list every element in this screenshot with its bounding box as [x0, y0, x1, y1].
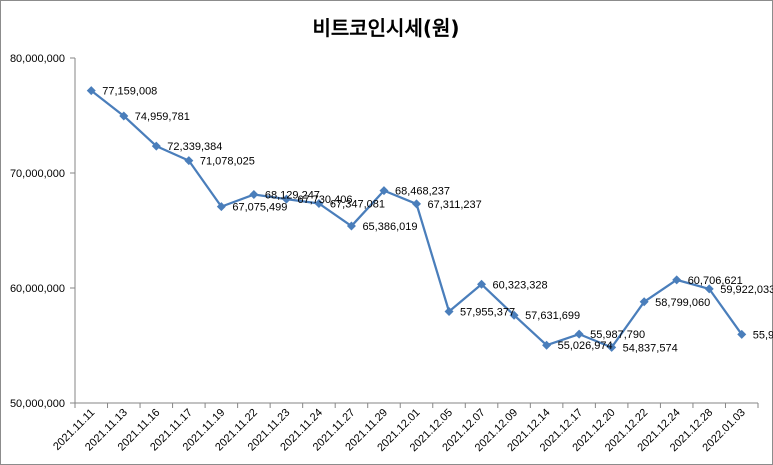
data-point-marker: [412, 199, 421, 209]
data-point-marker: [509, 310, 519, 320]
data-label: 68,468,237: [395, 186, 450, 198]
data-label: 55,026,974: [558, 340, 613, 352]
y-tick-label: 50,000,000: [10, 398, 65, 410]
data-label: 65,386,019: [362, 221, 417, 233]
data-label: 54,837,574: [623, 342, 678, 354]
data-label: 72,339,384: [167, 141, 222, 153]
data-label: 55,964,510: [753, 329, 773, 341]
data-point-marker: [119, 111, 129, 121]
data-point-marker: [444, 307, 454, 317]
data-point-marker: [151, 141, 161, 151]
data-point-marker: [184, 156, 194, 166]
data-label: 57,631,699: [525, 310, 580, 322]
data-label: 68,129,247: [265, 190, 320, 202]
y-axis: 50,000,000 60,000,000 70,000,000 80,000,000: [10, 53, 76, 410]
data-point-marker: [346, 221, 356, 231]
series-layer: [86, 86, 747, 352]
data-label-layer: 77,159,008 74,959,781 72,339,384 71,078,025…: [102, 86, 773, 355]
y-tick-label: 60,000,000: [10, 283, 65, 295]
series-line: [90, 89, 743, 349]
data-point-marker: [379, 186, 389, 196]
data-label: 77,159,008: [102, 86, 157, 98]
x-axis: 2021.11.112021.11.132021.11.162021.11.17…: [51, 402, 759, 454]
data-point-marker: [574, 329, 584, 339]
data-point-marker: [672, 275, 682, 285]
data-point-marker: [704, 284, 714, 294]
data-label: 55,987,790: [590, 329, 645, 341]
data-point-marker: [477, 279, 487, 289]
data-label: 67,347,081: [330, 199, 385, 211]
y-tick-label: 80,000,000: [10, 53, 65, 65]
chart-title: 비트코인시세(원): [312, 16, 459, 40]
data-label: 57,955,377: [460, 307, 515, 319]
data-point-marker: [249, 190, 259, 200]
data-label: 67,075,499: [232, 202, 287, 214]
data-point-marker: [639, 297, 649, 307]
data-point-marker: [281, 194, 291, 204]
data-label: 58,799,060: [655, 297, 710, 309]
data-point-marker: [314, 199, 324, 209]
data-label: 60,706,621: [688, 275, 743, 287]
data-label: 60,323,328: [493, 279, 548, 291]
data-label: 67,311,237: [428, 199, 482, 211]
data-label: 67,730,406: [297, 194, 352, 206]
data-point-marker: [737, 329, 747, 339]
data-point-marker: [216, 202, 226, 212]
data-label: 74,959,781: [135, 111, 190, 123]
data-label: 71,078,025: [200, 156, 255, 168]
data-point-marker: [542, 340, 552, 350]
y-tick-label: 70,000,000: [10, 168, 65, 180]
data-point-marker: [86, 86, 96, 96]
data-point-marker: [607, 342, 617, 352]
data-label: 59,922,033: [720, 284, 773, 296]
